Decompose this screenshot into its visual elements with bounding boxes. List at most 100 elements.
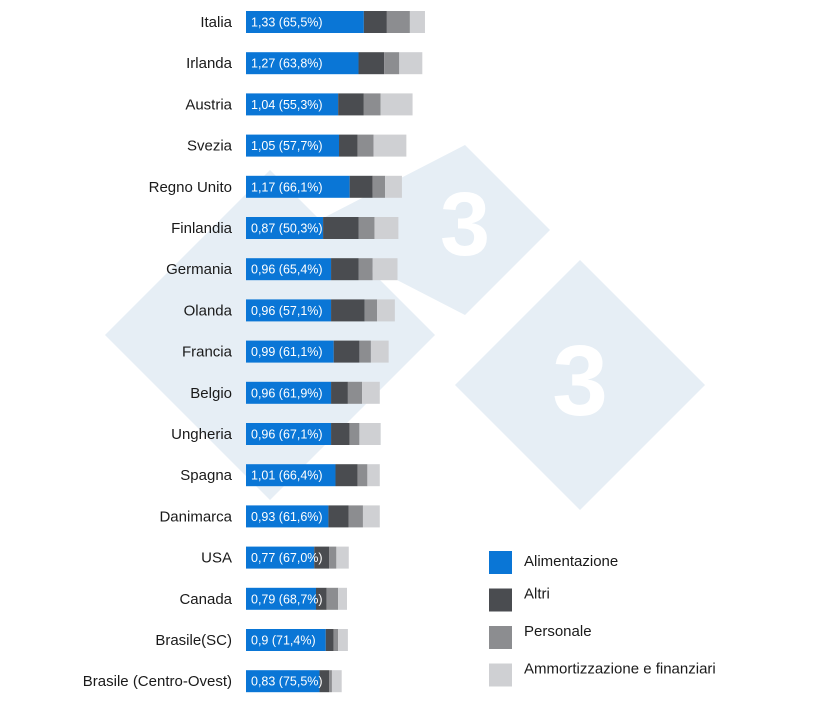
bar-segment-personale: [363, 93, 381, 116]
bar-segment-ammortizzazione-e-finanziari: [377, 299, 395, 322]
category-label: Finlandia: [171, 220, 233, 237]
bar-segment-altri: [325, 629, 334, 651]
category-label: Brasile(SC): [155, 632, 232, 649]
data-label: 1,33 (65,5%): [251, 16, 323, 30]
bar-segment-alimentazione: [246, 175, 350, 198]
bar-segment-alimentazione: [246, 258, 332, 281]
data-label: 0,96 (65,4%): [251, 263, 323, 277]
legend-swatch: [489, 588, 512, 612]
bar-segment-personale: [357, 464, 368, 487]
bar-segment-ammortizzazione-e-finanziari: [338, 587, 348, 610]
bar-segment-personale: [358, 217, 375, 239]
legend-label: Personale: [524, 623, 592, 640]
bar-segment-ammortizzazione-e-finanziari: [367, 464, 380, 487]
bar-segment-ammortizzazione-e-finanziari: [385, 175, 402, 198]
bar-segment-altri: [331, 381, 348, 404]
category-label: Ungheria: [171, 426, 233, 443]
data-label: 0,77 (67,0%): [251, 551, 323, 565]
bar-segment-altri: [338, 93, 364, 116]
bar-segment-personale: [364, 299, 378, 322]
bar-segment-altri: [323, 217, 359, 239]
bar-segment-altri: [339, 134, 358, 157]
bar-segment-personale: [329, 546, 337, 569]
bar-segment-alimentazione: [246, 670, 320, 693]
data-label: 1,04 (55,3%): [251, 98, 323, 112]
bar-segment-alimentazione: [246, 505, 329, 528]
legend-label: Alimentazione: [524, 553, 618, 570]
bar-segment-personale: [348, 505, 363, 528]
bar-segment-altri: [315, 587, 327, 610]
category-label: Svezia: [187, 138, 233, 155]
bar-segment-altri: [314, 546, 330, 569]
data-label: 0,9 (71,4%): [251, 634, 316, 648]
bar-segment-altri: [358, 52, 385, 75]
svg-text:3: 3: [552, 325, 608, 437]
bar-segment-altri: [333, 340, 360, 363]
legend-swatch: [489, 626, 512, 649]
data-label: 0,79 (68,7%): [251, 592, 323, 606]
bar-segment-ammortizzazione-e-finanziari: [399, 52, 423, 75]
data-label: 0,96 (57,1%): [251, 304, 323, 318]
bar-segment-ammortizzazione-e-finanziari: [362, 505, 380, 528]
category-label: Irlanda: [186, 55, 233, 72]
bar-segment-personale: [386, 11, 410, 33]
category-label: USA: [201, 550, 232, 567]
category-label: Olanda: [184, 302, 233, 319]
data-label: 0,96 (67,1%): [251, 428, 323, 442]
data-label: 0,99 (61,1%): [251, 345, 323, 359]
bar-segment-ammortizzazione-e-finanziari: [362, 381, 380, 404]
legend-label: Altri: [524, 586, 550, 603]
bar-segment-alimentazione: [246, 587, 316, 610]
bar-segment-ammortizzazione-e-finanziari: [373, 134, 407, 157]
category-label: Canada: [179, 591, 232, 608]
bar-segment-personale: [347, 381, 363, 404]
data-label: 0,83 (75,5%): [251, 675, 323, 689]
data-label: 1,27 (63,8%): [251, 57, 323, 71]
bar-segment-personale: [329, 670, 332, 693]
bar-segment-alimentazione: [246, 423, 332, 445]
legend-swatch: [489, 663, 512, 687]
bar-segment-alimentazione: [246, 340, 334, 363]
bar-segment-personale: [357, 134, 374, 157]
category-label: Germania: [166, 261, 233, 278]
category-label: Spagna: [180, 467, 232, 484]
bar-segment-ammortizzazione-e-finanziari: [338, 629, 348, 651]
category-label: Francia: [182, 344, 233, 361]
category-label: Belgio: [190, 385, 232, 402]
bar-segment-ammortizzazione-e-finanziari: [336, 546, 349, 569]
bar-segment-altri: [363, 11, 387, 33]
bar-segment-alimentazione: [246, 546, 315, 569]
bar-segment-ammortizzazione-e-finanziari: [370, 340, 389, 363]
bar-segment-altri: [331, 299, 365, 322]
data-label: 1,05 (57,7%): [251, 139, 323, 153]
bar-segment-ammortizzazione-e-finanziari: [380, 93, 413, 116]
bar-segment-ammortizzazione-e-finanziari: [409, 11, 425, 33]
bar-segment-ammortizzazione-e-finanziari: [359, 423, 381, 445]
bar-segment-altri: [331, 423, 350, 445]
bar-segment-personale: [326, 587, 339, 610]
bar-segment-ammortizzazione-e-finanziari: [372, 258, 398, 281]
bar-segment-ammortizzazione-e-finanziari: [331, 670, 342, 693]
bar-segment-alimentazione: [246, 52, 359, 75]
bar-segment-altri: [349, 175, 373, 198]
bar-segment-altri: [328, 505, 349, 528]
bar-segment-alimentazione: [246, 629, 326, 651]
bar-segment-personale: [359, 340, 371, 363]
bar-segment-alimentazione: [246, 93, 339, 116]
legend-label: Ammortizzazione e finanziari: [524, 661, 716, 678]
category-label: Danimarca: [159, 508, 232, 525]
bar-segment-personale: [349, 423, 360, 445]
bar-segment-altri: [331, 258, 359, 281]
data-label: 1,17 (66,1%): [251, 180, 323, 194]
category-label: Austria: [185, 96, 232, 113]
bar-segment-ammortizzazione-e-finanziari: [374, 217, 399, 239]
svg-text:3: 3: [440, 175, 490, 275]
legend-swatch: [489, 551, 512, 574]
category-label: Brasile (Centro-Ovest): [83, 673, 232, 690]
data-label: 0,93 (61,6%): [251, 510, 323, 524]
bar-segment-personale: [333, 629, 339, 651]
bar-segment-alimentazione: [246, 464, 336, 487]
data-label: 0,87 (50,3%): [251, 222, 323, 236]
